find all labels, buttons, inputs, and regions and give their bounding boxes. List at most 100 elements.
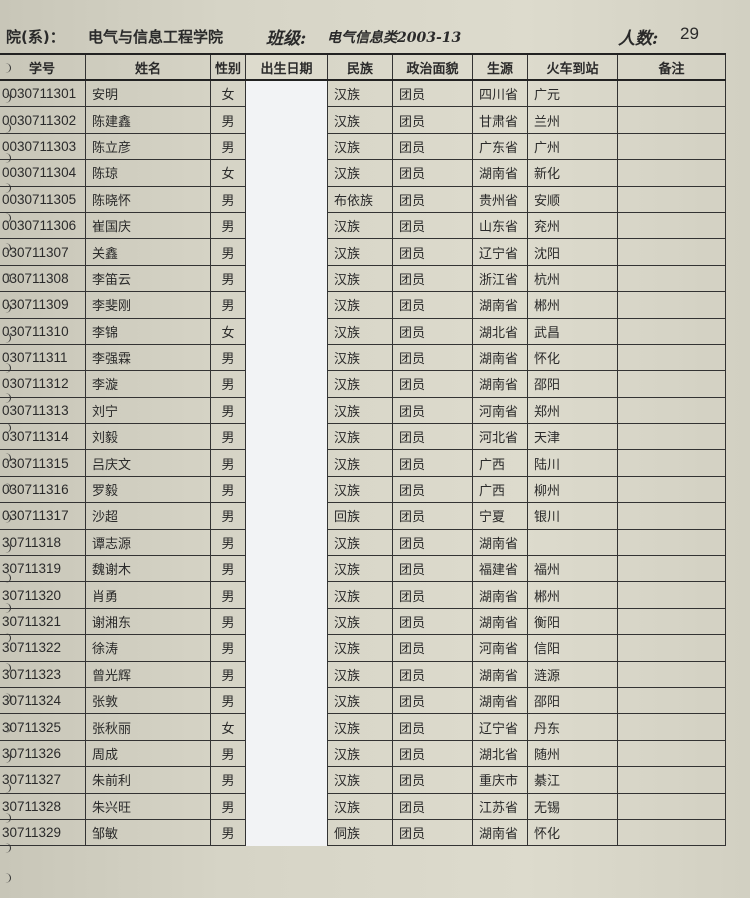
table-row: 030711312 李漩男 汉族 团员 湖南省 邵阳: [0, 370, 726, 398]
train-station: 綦江: [527, 766, 618, 794]
student-ethnicity: 汉族: [327, 159, 393, 187]
student-sex: 男: [210, 502, 246, 530]
student-origin: 湖南省: [472, 686, 528, 715]
notes-cell: [617, 713, 726, 741]
train-station: 邵阳: [527, 686, 618, 715]
student-sex: 男: [210, 343, 246, 372]
birthdate-redacted: [245, 370, 328, 398]
train-station: 安顺: [527, 185, 618, 213]
student-id: 30711326: [0, 739, 86, 768]
student-id: 30711327: [0, 766, 86, 794]
student-politics: 团员: [392, 238, 473, 266]
table-row: 030711315 吕庆文男 汉族 团员 广西 陆川: [0, 449, 726, 477]
birthdate-redacted: [245, 634, 328, 662]
student-sex: 男: [210, 423, 246, 451]
student-politics: 团员: [392, 317, 473, 345]
birthdate-redacted: [245, 344, 328, 371]
student-ethnicity: 汉族: [327, 607, 393, 636]
student-roster-table: 学号 姓名 性别 出生日期 民族 政治面貌 生源 火车到站 备注 0030711…: [0, 53, 726, 847]
student-origin: 湖北省: [472, 739, 528, 768]
class-label: 班级:: [266, 29, 307, 49]
student-politics: 团员: [392, 660, 473, 688]
student-politics: 团员: [392, 528, 473, 557]
table-row: 30711327 朱前利男 汉族 团员 重庆市 綦江: [0, 766, 726, 794]
student-id: 30711324: [0, 686, 86, 715]
student-sex: 男: [210, 660, 246, 688]
table-row: 0030711304 陈琼女 汉族 团员 湖南省 新化: [0, 159, 726, 187]
student-ethnicity: 汉族: [327, 555, 393, 583]
notes-cell: [617, 106, 726, 134]
student-name: 沙超: [85, 502, 211, 530]
birthdate-redacted: [245, 186, 328, 213]
table-row: 30711322 徐涛男 汉族 团员 河南省 信阳: [0, 634, 726, 662]
birthdate-redacted: [245, 793, 328, 820]
student-origin: 河南省: [472, 396, 528, 425]
student-origin: 湖北省: [472, 317, 528, 345]
class-name: 电气信息类2003-13: [327, 30, 462, 46]
train-station: 天津: [527, 423, 618, 451]
train-station: 无锡: [527, 792, 618, 820]
train-station: 杭州: [527, 264, 618, 293]
notes-cell: [617, 818, 726, 847]
student-sex: 男: [210, 766, 246, 794]
student-sex: 男: [210, 238, 246, 266]
student-politics: 团员: [392, 713, 473, 741]
student-name: 陈晓怀: [85, 185, 211, 213]
train-station: 郴州: [527, 291, 618, 319]
birthdate-redacted: [245, 476, 328, 503]
student-ethnicity: 汉族: [327, 79, 393, 108]
student-id: 030711317: [0, 502, 86, 530]
student-ethnicity: 汉族: [327, 132, 393, 161]
birthdate-redacted: [245, 238, 328, 266]
train-station: 陆川: [527, 449, 618, 477]
student-name: 张敦: [85, 686, 211, 715]
train-station: 随州: [527, 739, 618, 768]
student-id: 030711307: [0, 238, 86, 266]
table-row: 030711314 刘毅男 汉族 团员 河北省 天津: [0, 423, 726, 451]
notes-cell: [617, 238, 726, 266]
table-row: 30711319 魏谢木男 汉族 团员 福建省 福州: [0, 555, 726, 583]
table-row: 030711317 沙超男 回族 团员 宁夏 银川: [0, 502, 726, 530]
notes-cell: [617, 449, 726, 477]
student-id: 30711321: [0, 607, 86, 636]
birthdate-redacted: [245, 608, 328, 635]
table-row: 30711323 曾光辉男 汉族 团员 湖南省 涟源: [0, 660, 726, 688]
table-row: 30711326 周成男 汉族 团员 湖北省 随州: [0, 739, 726, 768]
train-station: 信阳: [527, 634, 618, 662]
student-politics: 团员: [392, 423, 473, 451]
train-station: 福州: [527, 555, 618, 583]
birthdate-redacted: [245, 661, 328, 688]
student-name: 李强霖: [85, 343, 211, 372]
student-id: 30711328: [0, 792, 86, 820]
student-ethnicity: 汉族: [327, 766, 393, 794]
student-name: 安明: [85, 79, 211, 108]
train-station: 广州: [527, 132, 618, 161]
student-politics: 团员: [392, 211, 473, 240]
student-origin: 湖南省: [472, 660, 528, 688]
notes-cell: [617, 660, 726, 688]
col-header-notes: 备注: [617, 53, 726, 81]
student-id: 30711320: [0, 581, 86, 609]
birthdate-redacted: [245, 740, 328, 767]
student-id: 030711309: [0, 291, 86, 319]
student-origin: 四川省: [472, 79, 528, 108]
student-name: 李锦: [85, 317, 211, 345]
student-origin: 湖南省: [472, 528, 528, 557]
student-origin: 江苏省: [472, 792, 528, 820]
student-politics: 团员: [392, 159, 473, 187]
birthdate-redacted: [245, 529, 328, 556]
student-sex: 男: [210, 739, 246, 768]
student-name: 谢湘东: [85, 607, 211, 636]
student-sex: 男: [210, 607, 246, 636]
student-origin: 山东省: [472, 211, 528, 240]
notes-cell: [617, 132, 726, 161]
table-row: 030711309 李斐刚男 汉族 团员 湖南省 郴州: [0, 291, 726, 319]
binding-ring: [0, 873, 11, 883]
notes-cell: [617, 475, 726, 504]
student-origin: 广东省: [472, 132, 528, 161]
student-origin: 湖南省: [472, 343, 528, 372]
table-row: 0030711306 崔国庆男 汉族 团员 山东省 兖州: [0, 211, 726, 240]
birthdate-redacted: [245, 449, 328, 477]
student-sex: 女: [210, 713, 246, 741]
student-ethnicity: 汉族: [327, 739, 393, 768]
